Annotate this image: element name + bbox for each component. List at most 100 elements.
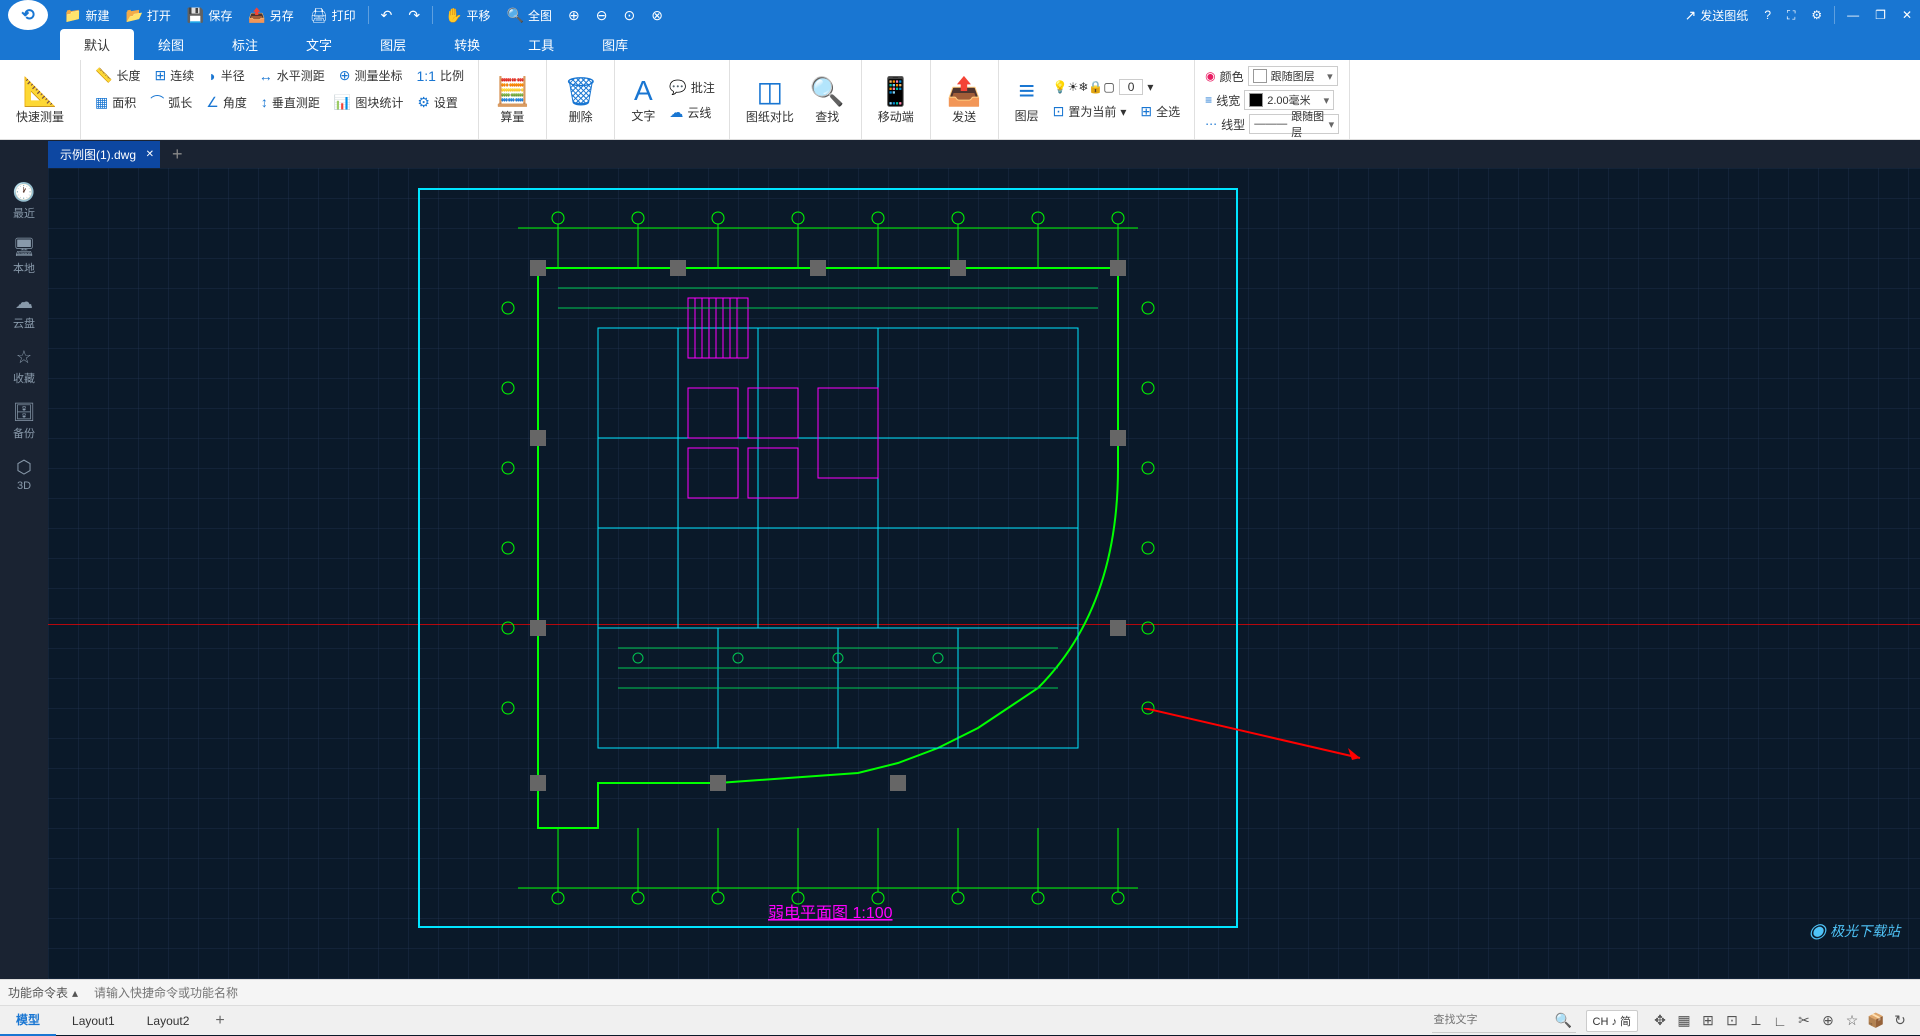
status-toggle-3[interactable]: ⊡ xyxy=(1720,1009,1744,1033)
status-search: 🔍 xyxy=(1432,1008,1576,1033)
measure-测量坐标-button[interactable]: ⊕测量坐标 xyxy=(333,64,409,87)
measure-长度-button[interactable]: 📏长度 xyxy=(89,64,146,87)
measure-半径-button[interactable]: ◗半径 xyxy=(202,64,250,87)
set-current-button[interactable]: ⊡置为当前▾ xyxy=(1047,100,1133,123)
measure-label: 面积 xyxy=(112,94,136,111)
save-button[interactable]: 💾保存 xyxy=(179,0,240,30)
status-toggle-9[interactable]: 📦 xyxy=(1864,1009,1888,1033)
tab-tools[interactable]: 工具 xyxy=(504,29,578,60)
status-toggle-4[interactable]: ⟂ xyxy=(1744,1009,1768,1033)
sidebar-item-收藏[interactable]: ☆收藏 xyxy=(0,341,48,392)
ribbon-group-delete: 🗑删除 xyxy=(547,60,616,139)
measure-垂直测距-button[interactable]: ↕垂直测距 xyxy=(255,89,326,115)
select-all-button[interactable]: ⊞全选 xyxy=(1134,100,1186,123)
send-button[interactable]: 📤发送 xyxy=(939,64,990,135)
comment-icon: 💬 xyxy=(669,79,686,96)
measure-水平测距-button[interactable]: ↔水平测距 xyxy=(253,64,331,87)
search-icon[interactable]: 🔍 xyxy=(1552,1008,1576,1032)
status-toggle-10[interactable]: ↻ xyxy=(1888,1009,1912,1033)
quick-measure-button[interactable]: 📐 快速测量 xyxy=(8,64,72,135)
settings-button[interactable]: ⚙ xyxy=(1803,0,1830,30)
status-toggle-6[interactable]: ✂ xyxy=(1792,1009,1816,1033)
measure-比例-button[interactable]: 1:1比例 xyxy=(410,64,469,87)
linetype-select[interactable]: ———跟随图层 xyxy=(1249,114,1339,134)
find-button[interactable]: 🔍查找 xyxy=(802,64,853,135)
comment-button[interactable]: 💬批注 xyxy=(663,76,720,99)
undo-button[interactable]: ↶ xyxy=(373,0,401,30)
tab-convert[interactable]: 转换 xyxy=(430,29,504,60)
measure-面积-button[interactable]: ▦面积 xyxy=(89,89,142,115)
zoom-window-button[interactable]: ⊙ xyxy=(615,0,643,30)
zoom-out-button[interactable]: ⊖ xyxy=(588,0,616,30)
search-input[interactable] xyxy=(1432,1012,1552,1028)
delete-icon: 🗑 xyxy=(563,75,599,108)
tab-layer[interactable]: 图层 xyxy=(356,29,430,60)
redo-button[interactable]: ↷ xyxy=(400,0,428,30)
document-tabs: 示例图(1).dwg ✕ + xyxy=(0,140,1920,168)
minimize-button[interactable]: — xyxy=(1839,0,1867,30)
maximize-button[interactable]: ❐ xyxy=(1867,0,1894,30)
tab-draw[interactable]: 绘图 xyxy=(134,29,208,60)
layout-tab-2[interactable]: Layout2 xyxy=(131,1008,206,1034)
measure-label: 长度 xyxy=(116,67,140,84)
delete-button[interactable]: 🗑删除 xyxy=(555,64,607,135)
fullscreen-button[interactable]: ⛶ xyxy=(1779,0,1803,30)
zoom-prev-button[interactable]: ⊗ xyxy=(643,0,671,30)
document-tab[interactable]: 示例图(1).dwg ✕ xyxy=(48,141,160,168)
add-layout-button[interactable]: + xyxy=(205,1012,234,1030)
send-drawing-button[interactable]: ↗发送图纸 xyxy=(1677,0,1757,30)
sidebar-item-云盘[interactable]: ☁云盘 xyxy=(0,286,48,337)
tab-default[interactable]: 默认 xyxy=(60,29,134,60)
measure-图块统计-button[interactable]: 📊图块统计 xyxy=(328,89,409,115)
print-button[interactable]: 🖨打印 xyxy=(302,0,364,30)
set-current-label: 置为当前 xyxy=(1068,103,1116,120)
cloud-button[interactable]: ☁云线 xyxy=(663,101,720,124)
status-toggle-0[interactable]: ✥ xyxy=(1648,1009,1672,1033)
calc-button[interactable]: 🧮算量 xyxy=(487,64,538,135)
layer-state-button[interactable]: 💡☀❄🔒▢0▾ xyxy=(1047,76,1187,98)
new-button[interactable]: 📁新建 xyxy=(56,0,117,30)
layer-button[interactable]: ≡图层 xyxy=(1007,64,1047,135)
measure-连续-button[interactable]: ⊞连续 xyxy=(148,64,200,87)
fit-button[interactable]: 🔍全图 xyxy=(499,0,560,30)
status-toggle-1[interactable]: ▦ xyxy=(1672,1009,1696,1033)
open-label: 打开 xyxy=(147,7,171,24)
left-panel: 🕐最近🖥本地☁云盘☆收藏🗄备份⬡3D xyxy=(0,168,48,979)
lineweight-select[interactable]: 2.00毫米 xyxy=(1244,90,1334,110)
command-input[interactable] xyxy=(86,986,1920,1000)
tab-annotate[interactable]: 标注 xyxy=(208,29,282,60)
measure-角度-button[interactable]: ∠角度 xyxy=(200,89,253,115)
compare-button[interactable]: ◫图纸对比 xyxy=(738,64,802,135)
help-button[interactable]: ? xyxy=(1756,0,1779,30)
layout-tab-1[interactable]: Layout1 xyxy=(56,1008,131,1034)
saveas-button[interactable]: 📤另存 xyxy=(240,0,301,30)
maximize-icon: ❐ xyxy=(1875,8,1886,22)
open-button[interactable]: 📂打开 xyxy=(117,0,178,30)
sidebar-item-备份[interactable]: 🗄备份 xyxy=(0,396,48,447)
close-button[interactable]: ✕ xyxy=(1894,0,1920,30)
measure-设置-button[interactable]: ⚙设置 xyxy=(411,89,464,115)
sidebar-item-最近[interactable]: 🕐最近 xyxy=(0,176,48,227)
measure-icon: ◗ xyxy=(208,68,216,84)
color-select[interactable]: 跟随图层 xyxy=(1248,66,1338,86)
zoom-in-icon: ⊕ xyxy=(568,7,580,24)
sidebar-item-3D[interactable]: ⬡3D xyxy=(0,451,48,498)
pan-button[interactable]: ✋平移 xyxy=(437,0,498,30)
mobile-button[interactable]: 📱移动端 xyxy=(870,64,922,135)
status-toggle-5[interactable]: ∟ xyxy=(1768,1009,1792,1033)
measure-label: 弧长 xyxy=(168,94,192,111)
status-toggle-2[interactable]: ⊞ xyxy=(1696,1009,1720,1033)
document-tab-close-icon[interactable]: ✕ xyxy=(146,149,154,160)
status-toggle-8[interactable]: ☆ xyxy=(1840,1009,1864,1033)
zoom-in-button[interactable]: ⊕ xyxy=(560,0,588,30)
sidebar-item-本地[interactable]: 🖥本地 xyxy=(0,231,48,282)
tab-text[interactable]: 文字 xyxy=(282,29,356,60)
add-document-button[interactable]: + xyxy=(160,144,195,165)
tab-library[interactable]: 图库 xyxy=(578,29,652,60)
text-button[interactable]: A文字 xyxy=(623,64,663,135)
drawing-canvas[interactable]: 弱电平面图 1:100 ◉极光下载站 xyxy=(48,168,1920,979)
measure-弧长-button[interactable]: ⌒弧长 xyxy=(144,89,198,115)
layout-tab-model[interactable]: 模型 xyxy=(0,1005,56,1036)
command-list-button[interactable]: 功能命令表 ▴ xyxy=(0,984,86,1001)
status-toggle-7[interactable]: ⊕ xyxy=(1816,1009,1840,1033)
